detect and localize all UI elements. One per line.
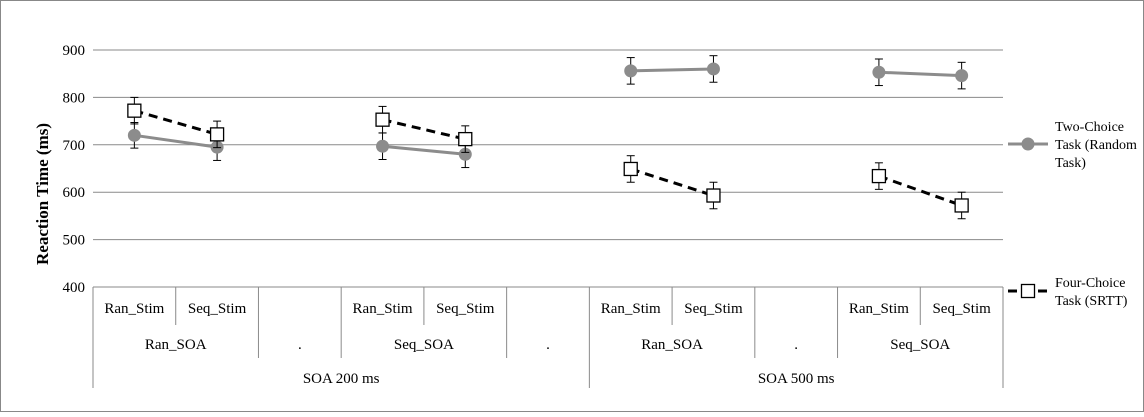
data-point-circle: [376, 139, 390, 153]
category-label: Ran_Stim: [849, 301, 909, 317]
category-label: Seq_Stim: [684, 301, 743, 317]
series-1: [127, 55, 969, 169]
category-label: Ran_Stim: [601, 301, 661, 317]
data-point-square: [127, 103, 142, 118]
group-label: .: [298, 337, 302, 353]
data-point-circle: [706, 62, 720, 76]
y-tick-label: 700: [63, 138, 86, 154]
data-point-square: [706, 188, 721, 203]
group-label: Ran_SOA: [641, 337, 703, 353]
data-point-circle: [624, 64, 638, 78]
series-line: [382, 144, 466, 156]
data-point-circle: [127, 128, 141, 142]
category-label: Ran_Stim: [104, 301, 164, 317]
y-axis-title: Reaction Time (ms): [33, 123, 52, 265]
data-point-square: [623, 161, 638, 177]
series-2: [127, 96, 969, 220]
grid-layer: [93, 49, 1003, 288]
data-point-circle: [872, 65, 886, 79]
legend-item-1: Two-Choice Task (Random Task): [1008, 120, 1137, 171]
series-line: [878, 70, 962, 78]
y-tick-label: 500: [63, 233, 86, 249]
y-tick-label: 900: [63, 43, 86, 59]
data-point-square: [1020, 283, 1036, 299]
series-line: [630, 67, 714, 73]
group-label: .: [546, 337, 550, 353]
category-label: Seq_Stim: [436, 301, 495, 317]
y-tick-label: 600: [63, 185, 86, 201]
y-tick-label: 400: [63, 280, 86, 296]
legend-label: Task (Random: [1055, 138, 1137, 153]
data-point-square: [458, 131, 473, 147]
series-line: [134, 133, 218, 149]
group-label: Seq_SOA: [394, 337, 454, 353]
data-point-circle: [955, 69, 969, 83]
category-label: Seq_Stim: [188, 301, 247, 317]
category-label: Seq_Stim: [932, 301, 991, 317]
data-point-square: [209, 127, 225, 142]
series-layer: [127, 55, 969, 220]
y-tick-label: 800: [63, 90, 86, 106]
section-label: SOA 200 ms: [303, 371, 380, 387]
legend-label: Four-Choice: [1055, 276, 1126, 291]
axis-layer: 400 500 600 700 800 900: [63, 43, 86, 296]
data-point-circle: [1021, 137, 1035, 151]
group-label: Ran_SOA: [145, 337, 207, 353]
data-point-square: [871, 168, 887, 184]
category-label: Ran_Stim: [353, 301, 413, 317]
category-axis: Ran_Stim Seq_Stim Ran_Stim Seq_Stim Ran_Stim…: [92, 287, 1004, 388]
data-point-square: [375, 112, 390, 127]
legend: Two-Choice Task (Random Task) Four-Choice Ta…: [1008, 120, 1137, 309]
legend-label: Two-Choice: [1055, 120, 1124, 135]
legend-label: Task): [1055, 156, 1086, 171]
group-label: Seq_SOA: [890, 337, 950, 353]
data-point-square: [954, 198, 969, 213]
legend-item-2: Four-Choice Task (SRTT): [1008, 276, 1128, 309]
legend-label: Task (SRTT): [1055, 294, 1128, 309]
section-label: SOA 500 ms: [758, 371, 835, 387]
group-label: .: [794, 337, 798, 353]
